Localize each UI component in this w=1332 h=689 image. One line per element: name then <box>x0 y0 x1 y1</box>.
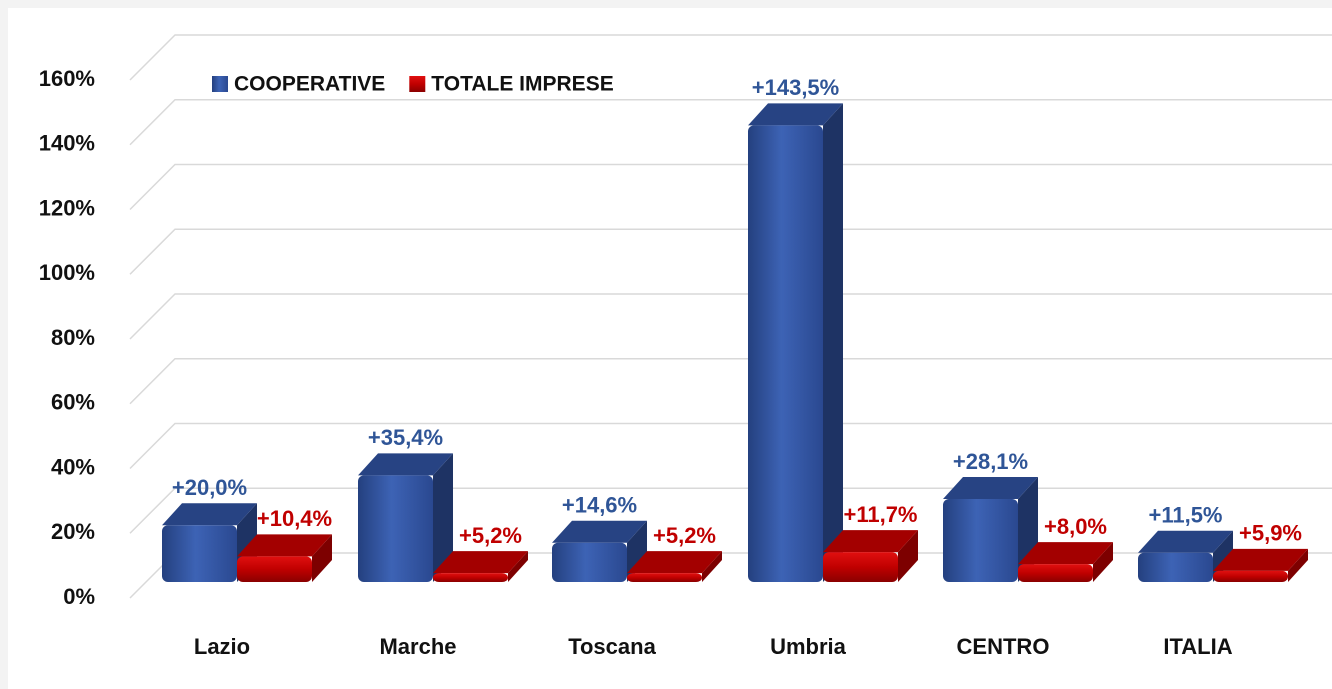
bar-top <box>1138 530 1233 553</box>
value-label: +143,5% <box>752 75 839 100</box>
bar-side <box>627 520 647 582</box>
x-tick-label: Umbria <box>770 634 847 659</box>
y-tick-label: 20% <box>51 519 95 544</box>
bar-top <box>823 530 918 553</box>
x-tick-label: CENTRO <box>957 634 1050 659</box>
bar-side <box>702 551 722 582</box>
bar-top <box>1213 548 1308 571</box>
bar <box>943 499 1018 582</box>
x-tick-label: Lazio <box>194 634 250 659</box>
bar-side <box>312 534 332 582</box>
value-label: +35,4% <box>368 425 443 450</box>
bar <box>1018 564 1093 582</box>
bar <box>748 125 823 582</box>
grid-line <box>129 99 1332 146</box>
bar-side <box>1288 548 1308 582</box>
bar <box>162 525 237 582</box>
bar <box>237 556 312 582</box>
bar-top <box>627 551 722 574</box>
y-tick-label: 0% <box>63 584 95 609</box>
y-tick-label: 40% <box>51 454 95 479</box>
value-label: +10,4% <box>257 506 332 531</box>
legend-label: COOPERATIVE <box>234 73 385 96</box>
value-label: +11,5% <box>1148 503 1222 528</box>
bar-top <box>433 551 528 574</box>
bar-side <box>898 530 918 582</box>
bar <box>823 552 898 582</box>
x-tick-label: Toscana <box>568 634 656 659</box>
bar-top <box>358 453 453 476</box>
grid-line <box>129 422 1332 470</box>
value-label: +28,1% <box>953 449 1028 474</box>
legend-swatch <box>409 76 426 92</box>
y-tick-label: 60% <box>51 390 95 415</box>
bar-side <box>1093 542 1113 582</box>
bar <box>358 475 433 582</box>
bar <box>627 573 702 582</box>
y-tick-label: 140% <box>39 131 95 156</box>
value-label: +14,6% <box>562 493 637 518</box>
value-label: +8,0% <box>1044 514 1107 539</box>
grid-line <box>129 293 1332 340</box>
bar-top <box>237 534 332 557</box>
bar-top <box>943 477 1038 500</box>
y-tick-label: 120% <box>39 195 95 220</box>
bar-top <box>162 503 257 526</box>
legend-swatch <box>212 76 228 92</box>
bar <box>1138 552 1213 582</box>
bar-top <box>1018 542 1113 565</box>
y-tick-label: 160% <box>39 66 95 91</box>
x-tick-label: ITALIA <box>1163 634 1232 659</box>
value-label: +5,2% <box>459 523 522 548</box>
value-label: +11,7% <box>843 502 917 527</box>
x-tick-label: Marche <box>379 634 456 659</box>
grid-line <box>129 34 1332 81</box>
bar-top <box>748 103 843 126</box>
bar-side <box>433 453 453 582</box>
plot-background <box>8 8 1332 689</box>
grid-line <box>129 163 1332 211</box>
bar-top <box>552 520 647 543</box>
grid-line <box>129 358 1332 405</box>
bar <box>433 573 508 582</box>
value-label: +20,0% <box>172 475 247 500</box>
value-label: +5,2% <box>653 523 716 548</box>
bar <box>552 542 627 582</box>
bar <box>1213 570 1288 582</box>
bar-side <box>823 103 843 582</box>
y-tick-label: 80% <box>51 325 95 350</box>
grid-line <box>129 228 1332 275</box>
value-label: +5,9% <box>1239 521 1302 546</box>
legend-label: TOTALE IMPRESE <box>431 73 613 96</box>
bar-side <box>508 551 528 582</box>
grid-line <box>129 487 1332 534</box>
y-tick-label: 100% <box>39 260 95 285</box>
